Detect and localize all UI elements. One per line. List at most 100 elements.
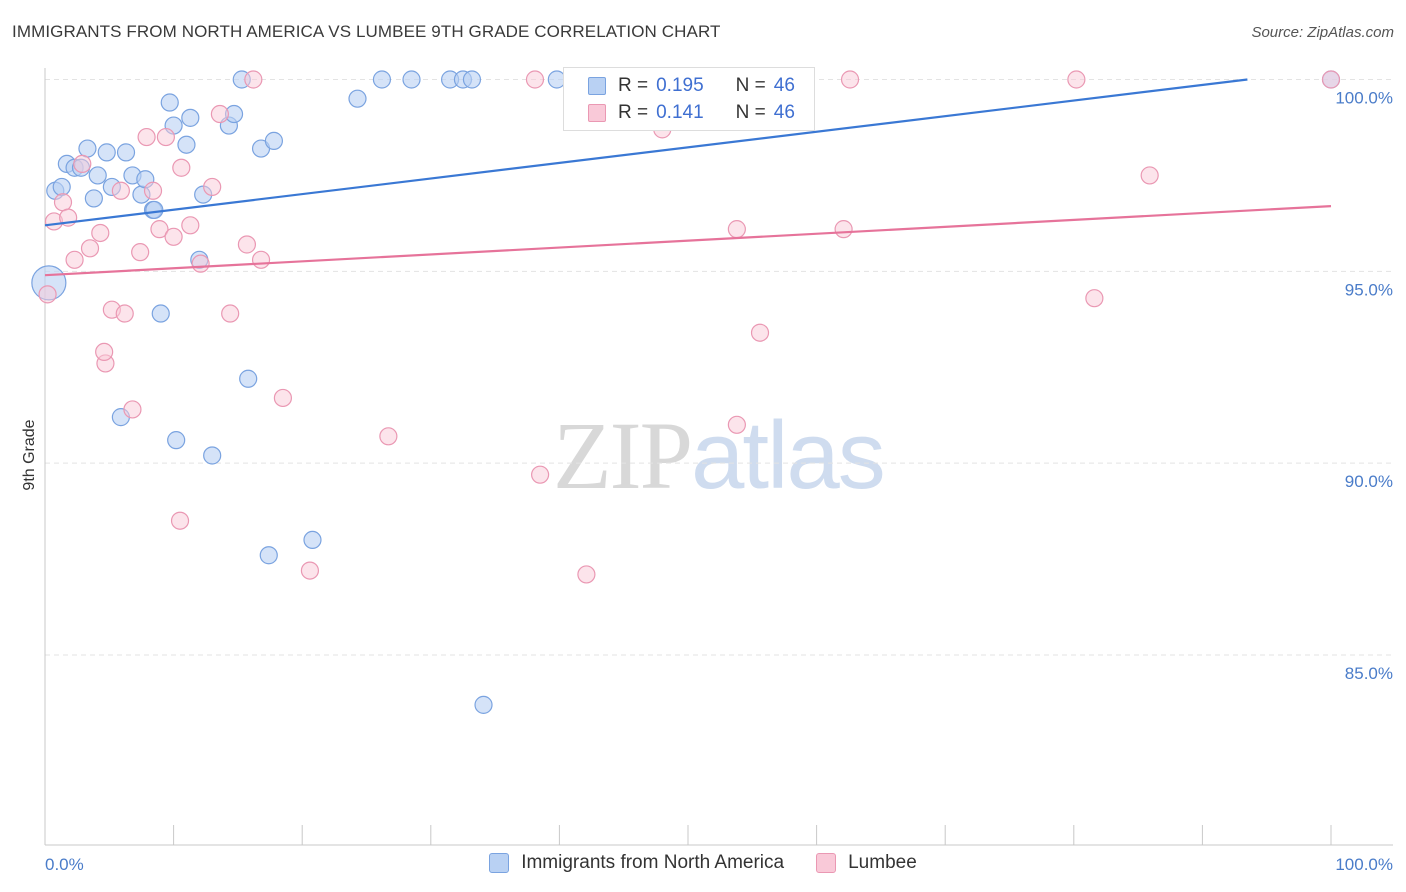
point-immigrants [474, 695, 493, 714]
legend-r-value-immigrants: 0.195 [656, 75, 704, 96]
legend-swatch-lumbee [588, 104, 606, 122]
point-lumbee [164, 227, 183, 246]
point-lumbee [123, 400, 142, 419]
point-immigrants [203, 446, 222, 465]
point-immigrants [259, 546, 278, 565]
point-immigrants [167, 431, 186, 450]
point-lumbee [1140, 166, 1159, 185]
legend-r-label: R = [618, 75, 649, 96]
y-tick-label: 90.0% [1345, 472, 1393, 491]
point-immigrants [462, 70, 482, 89]
legend-n-value-immigrants: 46 [773, 75, 795, 96]
y-tick-label: 95.0% [1345, 280, 1393, 299]
watermark: ZIPatlas [553, 400, 886, 511]
point-immigrants [264, 131, 284, 150]
legend-r-value-lumbee: 0.141 [656, 102, 704, 123]
point-immigrants [181, 108, 200, 127]
point-lumbee [53, 193, 73, 212]
point-lumbee [273, 388, 293, 408]
point-lumbee [1321, 70, 1341, 89]
legend-n-label: N = [735, 75, 766, 96]
watermark-atlas: atlas [691, 402, 886, 509]
point-immigrants [402, 70, 421, 89]
y-tick-label: 85.0% [1345, 664, 1393, 683]
point-lumbee [237, 235, 257, 254]
legend-swatch-lumbee [816, 853, 837, 873]
point-lumbee [251, 250, 271, 269]
point-lumbee [150, 220, 169, 239]
legend-label-immigrants: Immigrants from North America [521, 852, 785, 873]
source-credit: Source: ZipAtlas.com [1251, 24, 1394, 41]
point-lumbee [137, 127, 156, 147]
axis-labels: 85.0% 90.0% 95.0% 100.0% 0.0% 100.0% 9th Grade [21, 89, 1393, 875]
point-immigrants [116, 143, 136, 162]
chart-title: IMMIGRANTS FROM NORTH AMERICA VS LUMBEE … [12, 22, 721, 41]
x-tick-label: 100.0% [1335, 855, 1393, 874]
legend-r-label: R = [618, 102, 649, 123]
gridlines [45, 79, 1393, 656]
point-lumbee [750, 323, 770, 342]
legend-item-immigrants[interactable]: Immigrants from North America [489, 852, 784, 874]
legend-swatch-immigrants [489, 853, 510, 873]
axes [44, 68, 1393, 846]
legend-label-lumbee: Lumbee [848, 852, 917, 873]
point-lumbee [1085, 289, 1104, 308]
point-lumbee [131, 243, 150, 262]
point-immigrants [145, 200, 164, 220]
point-lumbee [172, 158, 191, 177]
point-lumbee [727, 415, 746, 434]
point-immigrants [88, 166, 107, 185]
point-lumbee [221, 304, 240, 323]
point-lumbee [95, 342, 114, 362]
legend-n-value-lumbee: 46 [773, 102, 795, 123]
point-lumbee [525, 70, 545, 89]
point-immigrants [348, 89, 367, 108]
point-immigrants [151, 304, 170, 323]
legend-n-label: N = [735, 102, 766, 123]
data-points [31, 70, 1341, 714]
legend-swatch-immigrants [588, 77, 606, 95]
series-legend: Immigrants from North America Lumbee [0, 852, 1406, 874]
point-immigrants [160, 93, 179, 112]
point-immigrants [52, 177, 71, 197]
y-tick-label: 100.0% [1335, 89, 1393, 108]
point-lumbee [143, 181, 163, 200]
point-immigrants [303, 530, 322, 550]
point-lumbee [840, 70, 860, 89]
point-lumbee [203, 177, 222, 197]
point-lumbee [111, 181, 130, 200]
trend-line-immigrants [44, 78, 1248, 227]
point-lumbee [65, 250, 84, 269]
point-immigrants [372, 70, 392, 89]
point-lumbee [156, 127, 175, 147]
legend-item-lumbee[interactable]: Lumbee [816, 852, 917, 874]
point-immigrants [78, 139, 97, 158]
point-lumbee [80, 239, 100, 258]
legend-row-lumbee: R = 0.141 N = 46 [588, 100, 795, 126]
point-lumbee [1067, 70, 1086, 89]
point-lumbee [181, 216, 200, 235]
point-lumbee [191, 254, 210, 273]
point-lumbee [577, 565, 596, 584]
point-lumbee [300, 561, 320, 580]
point-immigrants [239, 369, 258, 388]
point-lumbee [115, 304, 134, 323]
y-axis-label: 9th Grade [21, 419, 38, 490]
trend-lines [44, 78, 1332, 277]
point-lumbee [91, 223, 110, 243]
point-lumbee [531, 465, 550, 484]
stats-legend: R = 0.195 N = 46 R = 0.141 N = 46 [563, 67, 815, 131]
point-immigrants [177, 135, 196, 154]
watermark-zip: ZIP [553, 402, 693, 509]
point-lumbee [210, 104, 229, 124]
point-lumbee [834, 220, 853, 239]
legend-row-immigrants: R = 0.195 N = 46 [588, 73, 795, 99]
point-lumbee [170, 511, 190, 530]
point-lumbee [379, 427, 398, 446]
point-lumbee [38, 285, 57, 304]
trend-line-lumbee [44, 205, 1332, 277]
point-immigrants [84, 189, 103, 208]
point-lumbee [73, 154, 92, 174]
point-lumbee [244, 70, 263, 89]
